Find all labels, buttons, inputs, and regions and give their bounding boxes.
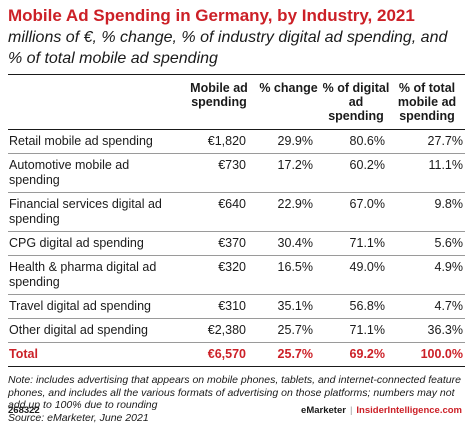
row-label: CPG digital ad spending	[8, 232, 182, 256]
cell-pct-digital: 49.0%	[321, 256, 391, 295]
row-label: Other digital ad spending	[8, 319, 182, 343]
cell-pct-digital: 71.1%	[321, 319, 391, 343]
table-row: Automotive mobile ad spending €730 17.2%…	[8, 154, 465, 193]
cell-spending: €1,820	[182, 130, 256, 154]
cell-spending: €370	[182, 232, 256, 256]
column-header-mobile-ad-spending: Mobile ad spending	[182, 75, 256, 130]
data-table: Mobile ad spending % change % of digital…	[8, 74, 465, 367]
total-pct-mobile: 100.0%	[391, 343, 465, 367]
cell-pct-mobile: 27.7%	[391, 130, 465, 154]
cell-pct-digital: 80.6%	[321, 130, 391, 154]
table-row: Travel digital ad spending €310 35.1% 56…	[8, 295, 465, 319]
cell-pct-digital: 71.1%	[321, 232, 391, 256]
cell-spending: €730	[182, 154, 256, 193]
chart-id: 268322	[8, 405, 40, 416]
brand-insider-intelligence: InsiderIntelligence.com	[356, 405, 462, 416]
cell-pct-mobile: 36.3%	[391, 319, 465, 343]
table-total-row: Total €6,570 25.7% 69.2% 100.0%	[8, 343, 465, 367]
cell-change: 22.9%	[256, 193, 321, 232]
table-row: Health & pharma digital ad spending €320…	[8, 256, 465, 295]
table-row: Other digital ad spending €2,380 25.7% 7…	[8, 319, 465, 343]
table-row: Financial services digital ad spending €…	[8, 193, 465, 232]
cell-pct-digital: 56.8%	[321, 295, 391, 319]
total-spending: €6,570	[182, 343, 256, 367]
cell-pct-mobile: 4.9%	[391, 256, 465, 295]
total-change: 25.7%	[256, 343, 321, 367]
cell-pct-digital: 67.0%	[321, 193, 391, 232]
row-label: Automotive mobile ad spending	[8, 154, 182, 193]
cell-change: 29.9%	[256, 130, 321, 154]
cell-spending: €2,380	[182, 319, 256, 343]
cell-spending: €320	[182, 256, 256, 295]
total-label: Total	[8, 343, 182, 367]
cell-change: 17.2%	[256, 154, 321, 193]
cell-change: 30.4%	[256, 232, 321, 256]
cell-change: 35.1%	[256, 295, 321, 319]
column-header-pct-mobile: % of total mobile ad spending	[391, 75, 465, 130]
column-header-pct-digital: % of digital ad spending	[321, 75, 391, 130]
row-label: Financial services digital ad spending	[8, 193, 182, 232]
total-pct-digital: 69.2%	[321, 343, 391, 367]
footnote: Note: includes advertising that appears …	[8, 374, 462, 424]
cell-spending: €640	[182, 193, 256, 232]
cell-pct-digital: 60.2%	[321, 154, 391, 193]
cell-pct-mobile: 11.1%	[391, 154, 465, 193]
cell-change: 16.5%	[256, 256, 321, 295]
cell-pct-mobile: 4.7%	[391, 295, 465, 319]
row-label: Travel digital ad spending	[8, 295, 182, 319]
footer-separator: |	[350, 405, 352, 416]
row-label: Health & pharma digital ad spending	[8, 256, 182, 295]
table-row: CPG digital ad spending €370 30.4% 71.1%…	[8, 232, 465, 256]
brand-emarketer: eMarketer	[301, 405, 346, 416]
column-header-industry	[8, 75, 182, 130]
table-row: Retail mobile ad spending €1,820 29.9% 8…	[8, 130, 465, 154]
cell-spending: €310	[182, 295, 256, 319]
footer-branding: eMarketer | InsiderIntelligence.com	[301, 405, 462, 416]
cell-change: 25.7%	[256, 319, 321, 343]
chart-subtitle: millions of €, % change, % of industry d…	[8, 27, 462, 69]
footer: 268322 eMarketer | InsiderIntelligence.com	[8, 405, 462, 416]
row-label: Retail mobile ad spending	[8, 130, 182, 154]
cell-pct-mobile: 5.6%	[391, 232, 465, 256]
column-header-change: % change	[256, 75, 321, 130]
table-header-row: Mobile ad spending % change % of digital…	[8, 75, 465, 130]
chart-title: Mobile Ad Spending in Germany, by Indust…	[8, 6, 462, 26]
cell-pct-mobile: 9.8%	[391, 193, 465, 232]
